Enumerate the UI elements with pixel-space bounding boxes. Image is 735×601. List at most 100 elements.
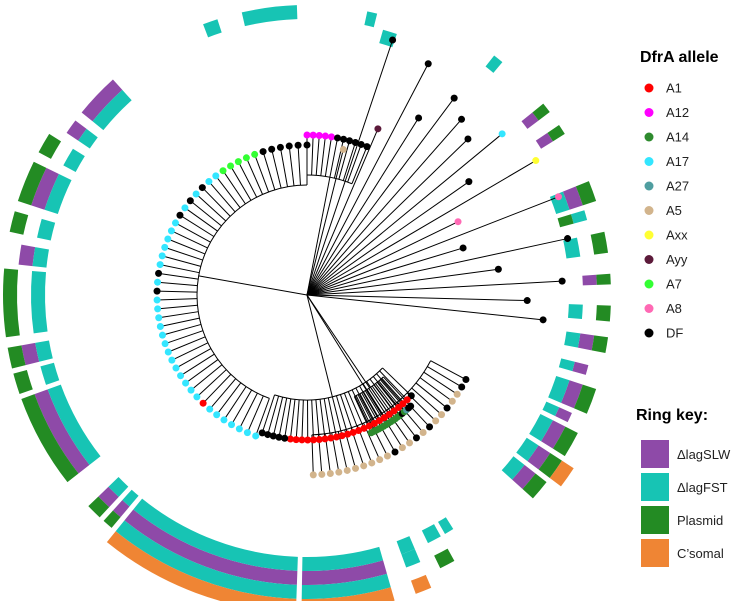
- ring-segment-14-lagfst: [401, 549, 421, 568]
- tree-branch: [168, 336, 206, 353]
- tree-branch: [327, 397, 337, 438]
- tree-branch: [255, 398, 270, 437]
- tree-tip-a1: [355, 426, 363, 434]
- tree-tip-df: [558, 277, 566, 285]
- tree-tip-df: [443, 404, 451, 412]
- tree-tip-a17: [252, 432, 260, 440]
- tree-tip-a17: [161, 243, 169, 251]
- ring-segment-13-plasmid: [434, 548, 455, 569]
- ring-segment-15-lagslw: [301, 560, 387, 585]
- tree-branch: [164, 330, 204, 345]
- ring-legend-title: Ring key:: [636, 407, 708, 424]
- tree-tip-a5: [360, 462, 368, 470]
- tree-tip-a17: [168, 356, 176, 364]
- tree-branch: [196, 369, 227, 398]
- tree-tip-df: [351, 138, 359, 146]
- ring-segment-25-lagslw: [31, 167, 59, 210]
- allele-legend-title: DfrA allele: [640, 49, 719, 66]
- ring-legend-swatch-lagfst: [641, 473, 669, 501]
- tree-tip-a17: [164, 235, 172, 243]
- tree-tip-ayy: [374, 125, 382, 133]
- tree-tip-a17: [182, 379, 190, 387]
- ring-segment-16-lagslw: [124, 509, 298, 585]
- ring-segment-8-lagfst: [542, 401, 560, 416]
- tree-branch: [202, 374, 232, 404]
- ring-segment-14-csomal: [410, 574, 432, 594]
- ring-segment-27-lagslw: [66, 120, 87, 141]
- tree-branch: [284, 398, 292, 439]
- allele-legend-swatch-a5: [644, 206, 654, 215]
- tree-tip-df: [363, 143, 371, 151]
- tree-branch: [430, 360, 467, 380]
- tree-branch: [164, 246, 203, 261]
- allele-legend-swatch-axx: [644, 230, 654, 240]
- tree-branch: [198, 275, 308, 296]
- tree-branch: [160, 317, 200, 328]
- tree-branch: [306, 294, 333, 398]
- tree-tip-a17: [187, 386, 195, 394]
- allele-legend-label-a7: A7: [666, 277, 682, 292]
- tree-tip-a17: [172, 364, 180, 372]
- tree-tip-a17: [161, 340, 169, 348]
- tree-branch: [342, 142, 356, 181]
- tree-tip-a17: [498, 130, 506, 138]
- tree-branch: [231, 389, 253, 425]
- tree-branch: [306, 39, 394, 296]
- allele-legend-swatch-a1: [644, 83, 654, 93]
- tree-branch: [267, 395, 280, 435]
- tree-tip-a12: [303, 131, 311, 139]
- tree-branch: [324, 136, 332, 177]
- ring-segment-21-plasmid: [7, 345, 26, 369]
- tree-tip-a7: [234, 158, 242, 166]
- allele-legend-label-a1: A1: [666, 81, 682, 96]
- tree-branch: [320, 136, 326, 176]
- tree-branch: [423, 371, 458, 395]
- tree-branch: [230, 165, 252, 201]
- ring-segment-27-lagfst: [78, 128, 98, 149]
- tree-tip-a5: [453, 390, 461, 398]
- ring-segment-35-lagslw: [535, 132, 553, 149]
- tree-branch: [162, 323, 202, 336]
- tree-tip-a7: [219, 167, 227, 175]
- tree-branch: [311, 135, 314, 176]
- tree-branch: [339, 394, 354, 433]
- tree-branch: [157, 290, 198, 293]
- tree-tip-df: [564, 235, 572, 243]
- ring-segment-29-lagfst: [203, 19, 222, 38]
- tree-tip-df: [415, 114, 423, 122]
- tree-branch: [351, 389, 370, 427]
- allele-legend-swatch-a12: [644, 108, 654, 117]
- tree-tip-a17: [167, 227, 175, 235]
- allele-legend-label-a14: A14: [666, 130, 689, 145]
- tree-tip-a17: [156, 261, 164, 269]
- tree-tip-a1: [365, 422, 373, 430]
- ring-segment-20-plasmid: [13, 370, 33, 394]
- tree-branch: [333, 139, 345, 179]
- ring-segment-13-lagfst: [421, 524, 441, 544]
- tree-branch: [329, 137, 339, 178]
- tree-tip-a17: [193, 393, 201, 401]
- tree-branch: [323, 398, 332, 439]
- tree-branch: [297, 145, 301, 186]
- tree-branch: [306, 294, 382, 414]
- tree-branch: [272, 397, 284, 437]
- ring-legend-label-csomal: C’somal: [677, 546, 724, 561]
- tree-branch: [171, 230, 208, 249]
- allele-legend-label-a17: A17: [666, 154, 689, 169]
- tree-tip-a5: [339, 145, 347, 153]
- tree-branch: [376, 373, 404, 405]
- ring-segment-23-lagslw: [18, 244, 36, 267]
- tree-tip-df: [494, 265, 502, 273]
- tree-branch: [223, 386, 247, 421]
- tree-tip-df: [462, 376, 470, 384]
- tree-tip-df: [268, 145, 276, 153]
- tree-branch: [355, 387, 375, 424]
- tree-branch: [359, 385, 380, 421]
- tree-tip-a17: [154, 278, 162, 286]
- tree-tip-a8: [554, 193, 562, 201]
- tree-tip-a5: [326, 469, 334, 477]
- tree-branch: [222, 170, 246, 205]
- tree-tip-a17: [213, 411, 221, 419]
- tree-branch: [306, 117, 420, 296]
